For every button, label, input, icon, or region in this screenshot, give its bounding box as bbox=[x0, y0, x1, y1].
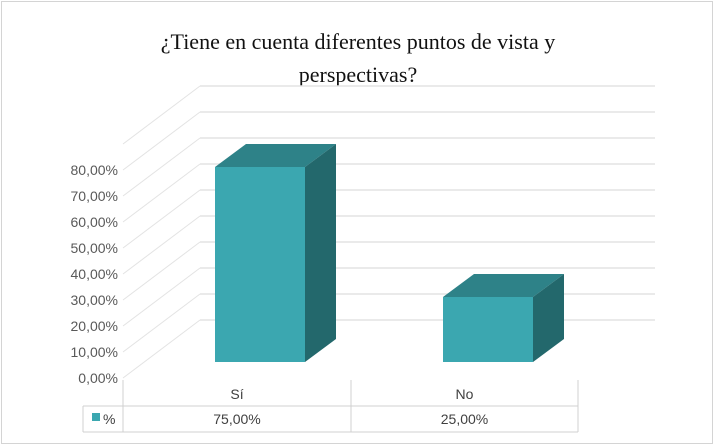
y-tick-label: 70,00% bbox=[71, 188, 118, 204]
y-tick-label: 80,00% bbox=[71, 162, 118, 178]
gridline-side bbox=[122, 189, 201, 249]
bar-top bbox=[215, 144, 336, 167]
y-tick-label: 10,00% bbox=[71, 344, 118, 360]
legend-key bbox=[92, 413, 100, 421]
gridline-side bbox=[122, 111, 201, 171]
chart-title: ¿Tiene en cuenta diferentes puntos de vi… bbox=[0, 25, 716, 91]
legend-label: % bbox=[103, 411, 115, 427]
bar-side bbox=[305, 144, 336, 362]
data-label: 25,00% bbox=[441, 411, 488, 427]
gridline-side bbox=[122, 319, 201, 379]
category-label: No bbox=[456, 386, 474, 402]
y-tick-label: 20,00% bbox=[71, 318, 118, 334]
y-tick-label: 40,00% bbox=[71, 266, 118, 282]
category-label: Sí bbox=[230, 386, 243, 402]
bar-side bbox=[533, 274, 564, 362]
bar-top bbox=[443, 274, 564, 297]
gridline-side bbox=[122, 137, 201, 197]
y-tick-label: 60,00% bbox=[71, 214, 118, 230]
chart-title-line-2: perspectivas? bbox=[298, 62, 418, 87]
gridline-side bbox=[122, 85, 201, 145]
gridline-side bbox=[122, 293, 201, 353]
y-tick-label: 30,00% bbox=[71, 292, 118, 308]
gridline-side bbox=[122, 241, 201, 301]
y-tick-label: 50,00% bbox=[71, 240, 118, 256]
gridline-side bbox=[122, 215, 201, 275]
gridline-side bbox=[122, 163, 201, 223]
gridline-side bbox=[122, 267, 201, 327]
y-tick-label: 0,00% bbox=[78, 370, 118, 386]
bar-No bbox=[443, 297, 533, 362]
data-label: 75,00% bbox=[213, 411, 260, 427]
chart-title-line-1: ¿Tiene en cuenta diferentes puntos de vi… bbox=[160, 29, 556, 54]
bar-Sí bbox=[215, 167, 305, 362]
